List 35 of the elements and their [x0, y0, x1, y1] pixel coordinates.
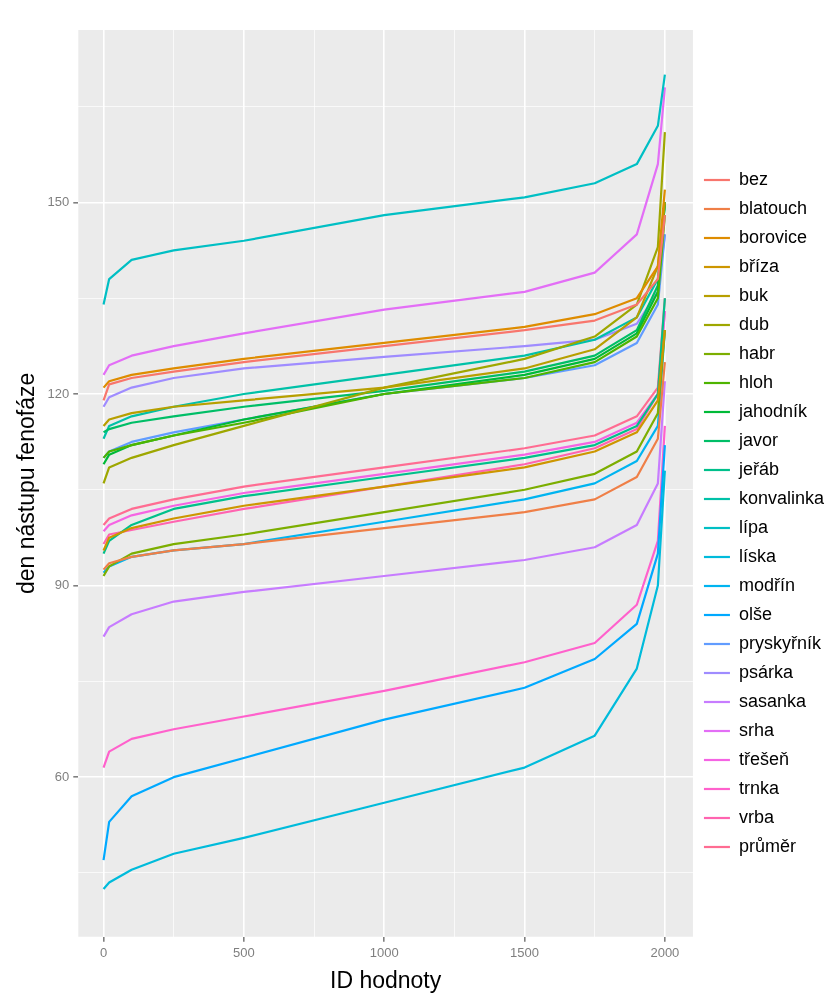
x-axis-title: ID hodnoty	[329, 966, 442, 993]
x-tick-label: 2000	[650, 945, 680, 961]
legend-label: srha	[738, 719, 775, 740]
legend-label: lípa	[738, 516, 769, 537]
legend-label: habr	[738, 342, 775, 363]
legend-label: trnka	[738, 777, 780, 798]
legend-label: psárka	[738, 661, 794, 682]
legend-label: buk	[738, 284, 769, 305]
y-tick-label: 120	[47, 385, 70, 401]
legend-label: líska	[738, 545, 777, 566]
legend-label: hloh	[738, 371, 773, 392]
legend-label: blatouch	[738, 197, 808, 218]
legend-label: borovice	[738, 226, 807, 247]
legend-label: pryskyřník	[738, 632, 822, 653]
y-tick-label: 60	[54, 768, 70, 784]
legend-label: třešeň	[738, 748, 789, 769]
y-axis-title: den nástupu fenofáze	[13, 372, 40, 595]
legend-label: dub	[738, 313, 769, 334]
legend-label: modřín	[738, 574, 795, 595]
x-tick-label: 500	[233, 945, 255, 961]
legend-label: olše	[738, 603, 772, 624]
legend-label: bříza	[738, 255, 780, 276]
x-tick-label: 1000	[369, 945, 399, 961]
legend-label: vrba	[738, 806, 775, 827]
legend-label: bez	[738, 168, 768, 189]
legend-label: konvalinka	[738, 487, 825, 508]
y-tick-label: 90	[54, 577, 70, 593]
legend-label: průměr	[738, 835, 796, 856]
x-tick-label: 1500	[510, 945, 540, 961]
legend-label: javor	[737, 429, 778, 450]
y-tick-label: 150	[47, 194, 70, 209]
legend-label: jeřáb	[737, 458, 779, 479]
legend-label: sasanka	[738, 690, 807, 711]
x-tick-label: 0	[99, 945, 108, 961]
legend-label: jahodník	[737, 400, 808, 421]
